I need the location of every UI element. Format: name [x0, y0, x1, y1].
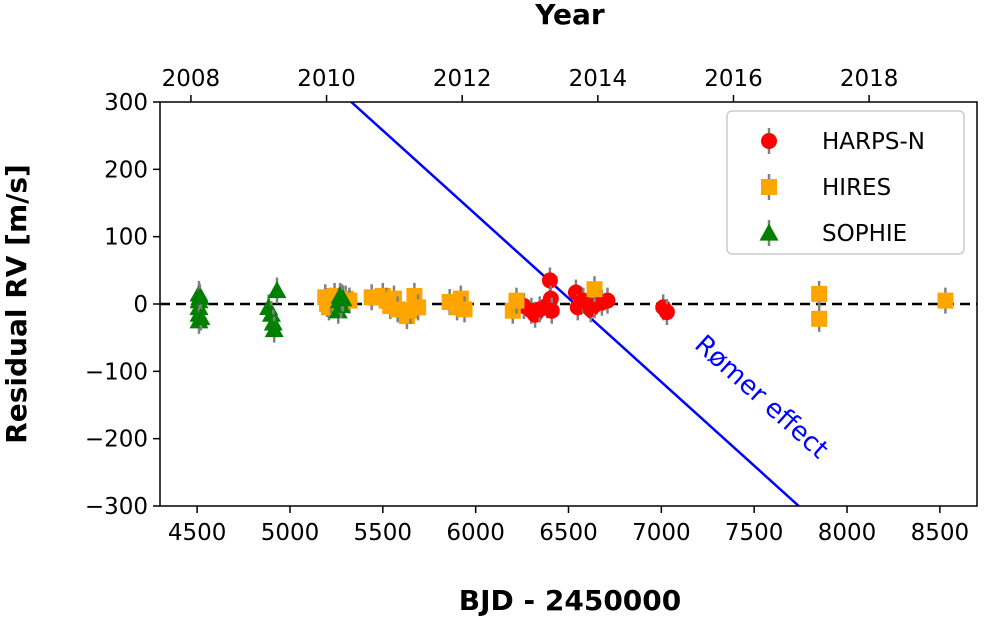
hires-point	[508, 292, 525, 309]
legend-harps-n-point	[761, 133, 777, 149]
harps-n-series	[515, 267, 675, 328]
top-tick-label: 2018	[840, 66, 899, 92]
sophie-point	[261, 304, 281, 322]
x-tick-label: 8000	[818, 520, 877, 546]
legend-item-sophie: SOPHIE	[759, 220, 907, 247]
legend-item-harps-n: HARPS-N	[761, 128, 925, 155]
hires-point	[456, 301, 473, 318]
top-tick-label: 2008	[162, 66, 221, 92]
top-tick-label: 2010	[297, 66, 356, 92]
y-tick-label: −300	[85, 494, 148, 520]
hires-point	[937, 292, 954, 309]
sophie-point	[191, 307, 211, 326]
legend-box	[726, 110, 965, 255]
y-axis: 300 200 100 0 −100 −200 −300	[85, 90, 160, 520]
harps-n-point	[599, 292, 616, 309]
sophie-series	[189, 277, 353, 343]
sophie-point	[333, 289, 353, 307]
top-year-axis: 2008 2010 2012 2014 2016 2018	[162, 66, 899, 102]
y-tick-label: 200	[104, 157, 148, 183]
legend-label: SOPHIE	[822, 221, 907, 247]
top-tick-label: 2014	[569, 66, 628, 92]
legend-label: HIRES	[822, 175, 891, 201]
x-tick-label: 5000	[261, 520, 320, 546]
legend-hires-point	[761, 179, 777, 195]
x-tick-label: 6500	[539, 520, 598, 546]
hires-series	[317, 276, 954, 332]
x-tick-label: 4500	[168, 520, 227, 546]
y-axis-title: Residual RV [m/s]	[0, 164, 33, 444]
bottom-x-axis: 4500 5000 5500 6000 6500 7000 7500 8000 8500	[168, 506, 969, 546]
sophie-point	[264, 320, 284, 338]
x-axis-title: BJD - 2450000	[459, 584, 682, 617]
sophie-point	[190, 287, 210, 305]
y-tick-label: 0	[133, 292, 148, 318]
x-tick-label: 7000	[632, 520, 691, 546]
top-axis-title: Year	[534, 0, 605, 31]
legend-sophie-point	[759, 223, 779, 241]
y-tick-label: −100	[85, 359, 148, 385]
x-tick-label: 7500	[725, 520, 784, 546]
harps-n-point	[543, 302, 560, 319]
y-tick-label: −200	[85, 427, 148, 453]
y-tick-label: 100	[104, 225, 148, 251]
hires-point	[410, 299, 427, 316]
x-tick-label: 6000	[446, 520, 505, 546]
sophie-point	[267, 281, 287, 299]
hires-point	[811, 285, 828, 302]
legend-item-hires: HIRES	[761, 174, 891, 201]
x-tick-label: 8500	[911, 520, 970, 546]
harps-n-point	[541, 272, 558, 289]
hires-point	[586, 281, 603, 298]
harps-n-point	[658, 304, 675, 321]
x-tick-label: 5500	[354, 520, 413, 546]
romer-effect-label: Rømer effect	[689, 330, 834, 465]
hires-point	[811, 310, 828, 327]
data-markers	[189, 267, 954, 343]
legend: HARPS-N HIRES SOPHIE	[726, 110, 965, 255]
legend-label: HARPS-N	[822, 129, 925, 155]
top-tick-label: 2016	[704, 66, 763, 92]
y-tick-label: 300	[104, 90, 148, 116]
top-tick-label: 2012	[433, 66, 492, 92]
